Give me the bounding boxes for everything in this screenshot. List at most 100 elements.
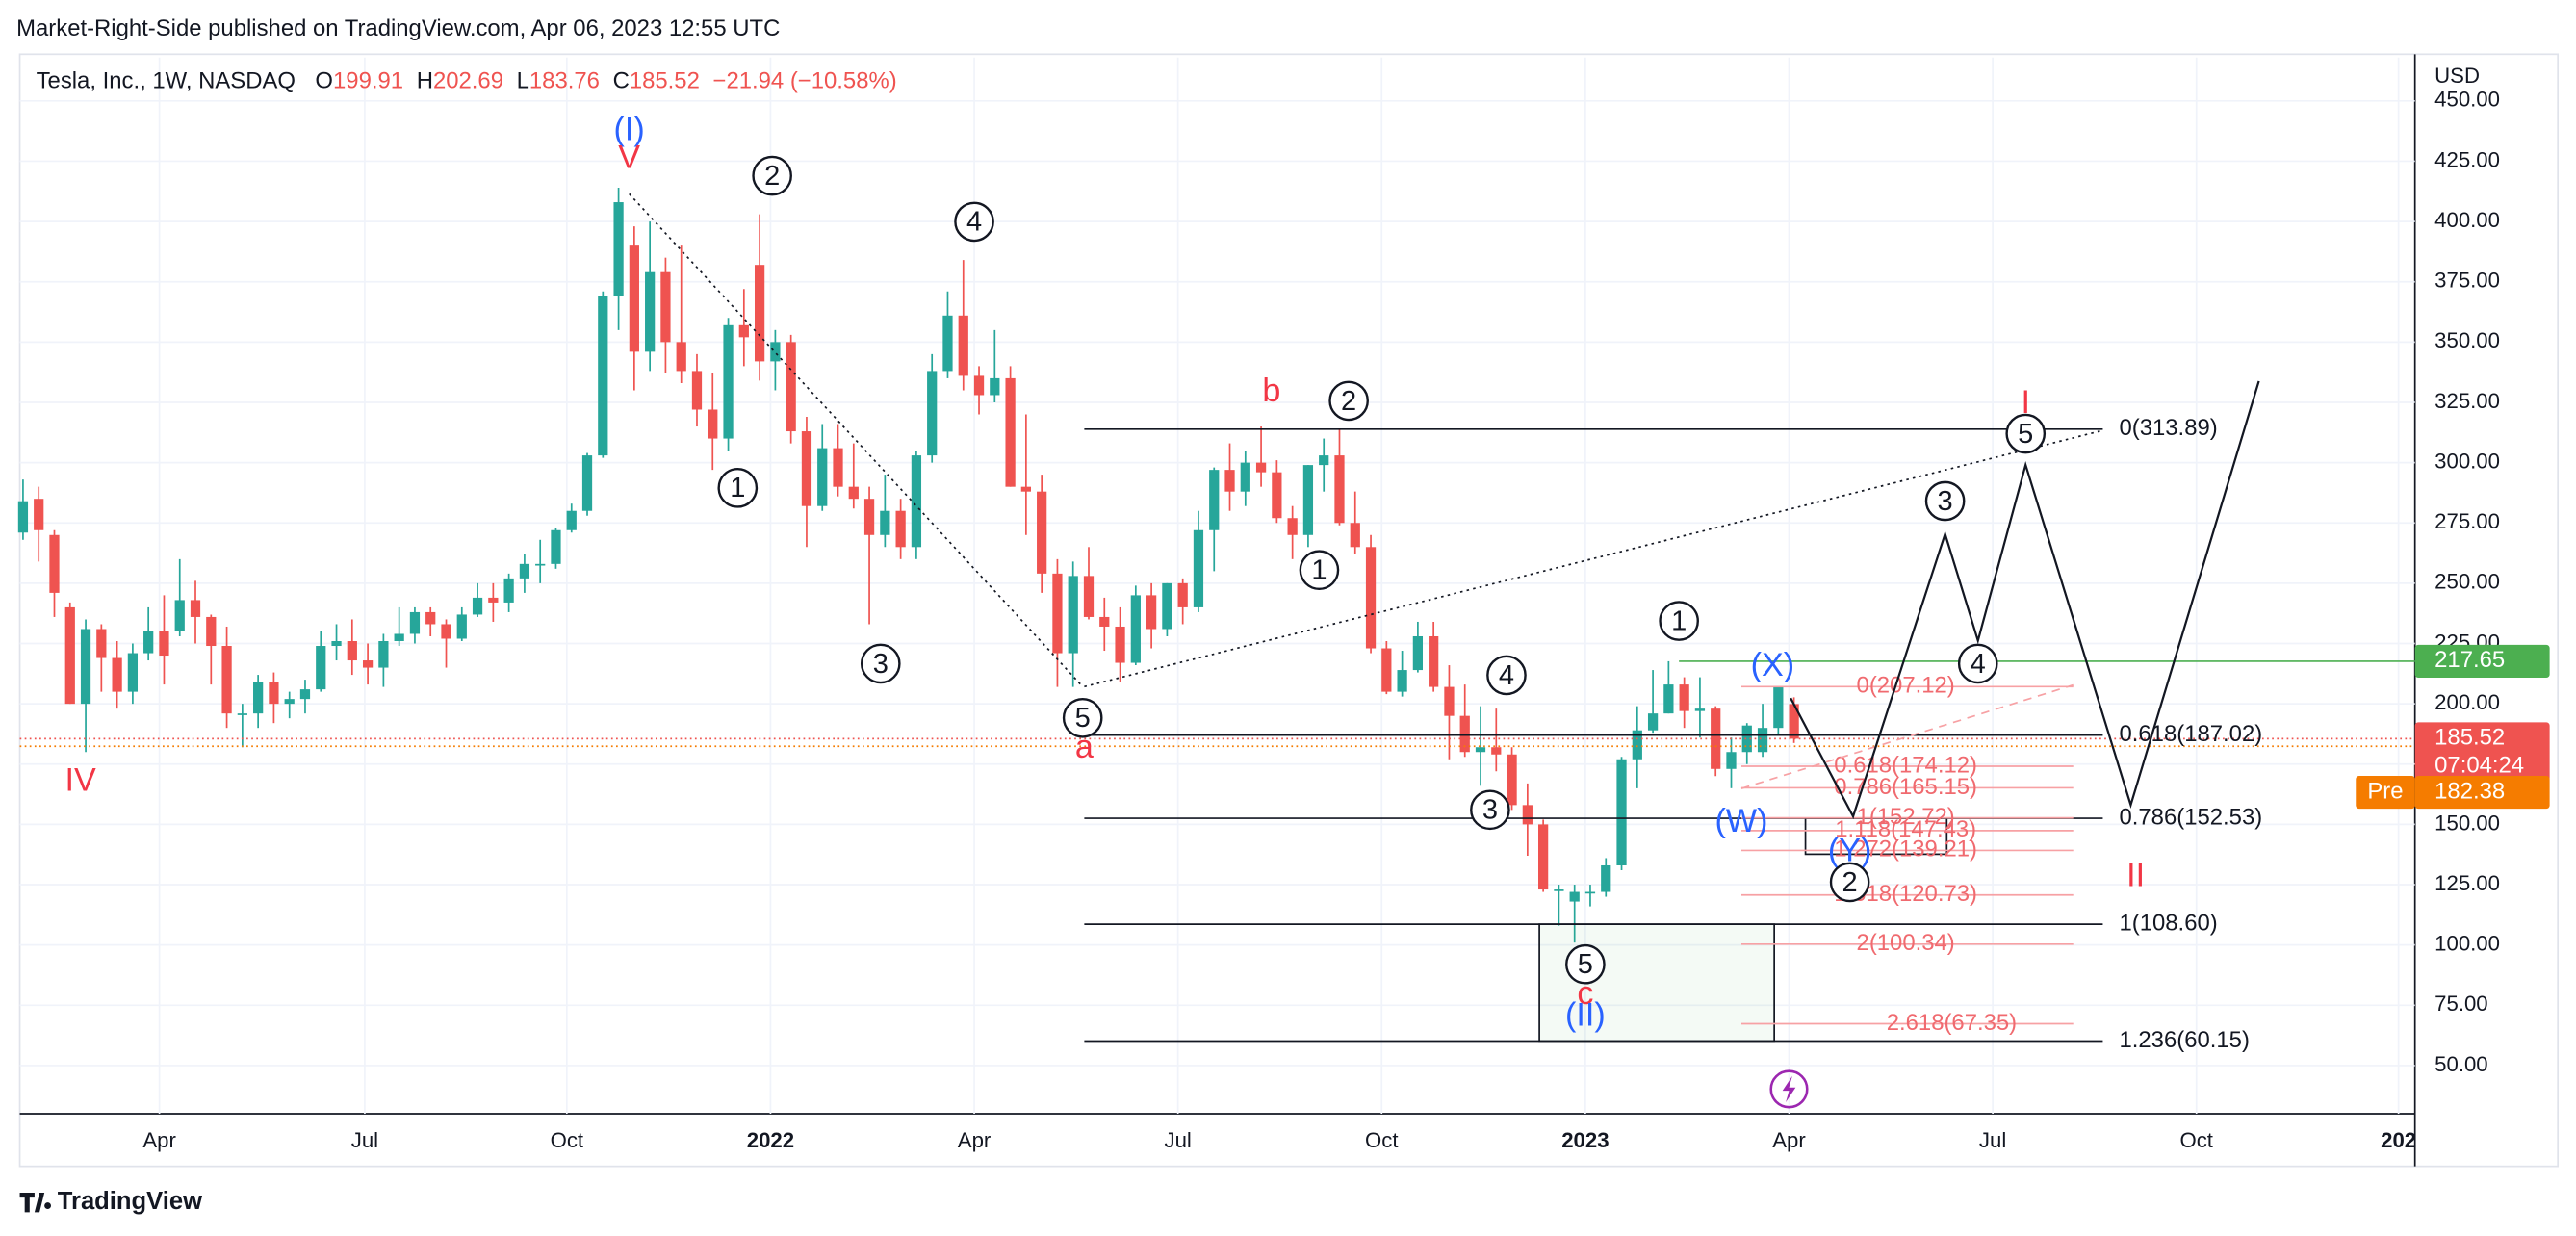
candle-body	[1255, 462, 1267, 473]
wave-circle	[1957, 643, 1998, 684]
wave-label: 4	[966, 207, 982, 238]
candle-body	[754, 265, 765, 362]
candle-body	[1350, 523, 1360, 548]
candle-body	[1757, 728, 1768, 753]
candle-body	[347, 641, 357, 661]
candle-body	[237, 713, 247, 715]
candle-body	[1726, 752, 1737, 769]
candle-body	[1005, 377, 1016, 487]
candle-body	[1037, 491, 1047, 574]
alert-icon	[1769, 1069, 1809, 1109]
candle-body	[958, 315, 968, 376]
symbol-header: Tesla, Inc., 1W, NASDAQ O199.91 H202.69 L18…	[37, 68, 897, 94]
candle-body	[1193, 529, 1204, 607]
premarket-tag-label-bg	[2356, 775, 2415, 810]
brand: TradingView	[58, 1188, 202, 1215]
candle-body	[1068, 576, 1078, 654]
wave-label: 5	[1075, 703, 1091, 734]
last-price-tag	[2414, 722, 2550, 782]
fib-ext-label: 2(100.34)	[1857, 930, 1955, 956]
premarket-label: Pre	[2367, 778, 2403, 804]
wave-label: (II)	[1565, 996, 1606, 1033]
x-tick-label: Oct	[1365, 1128, 1399, 1152]
wave-label: 2	[1842, 867, 1858, 898]
fib-label: 0.618(187.02)	[2120, 721, 2263, 747]
candle-body	[723, 324, 734, 439]
wave-circle	[954, 201, 994, 243]
candle-body	[1224, 470, 1235, 492]
fib-label: 1(108.60)	[2120, 910, 2218, 936]
candle-body	[1444, 686, 1455, 716]
candle-body	[1240, 462, 1250, 492]
fib-ext-label: 0(207.12)	[1857, 673, 1955, 699]
candle-body	[598, 296, 608, 456]
candle-body	[127, 653, 139, 692]
wave-label: II	[2126, 857, 2145, 893]
candle-body	[1554, 889, 1564, 891]
candle-body	[801, 431, 812, 506]
candle-body	[942, 315, 953, 372]
candle-body	[316, 646, 326, 690]
x-tick-label: Apr	[142, 1128, 176, 1152]
fib-ext-label: 0.786(165.15)	[1834, 774, 1977, 800]
y-tick-label: 275.00	[2434, 509, 2500, 533]
wave-label: I	[2021, 384, 2029, 421]
x-tick-label: 2022	[747, 1128, 794, 1152]
wave-label: 3	[1482, 795, 1498, 826]
candle-body	[1601, 864, 1611, 892]
change: −21.94 (−10.58%)	[713, 68, 897, 94]
x-tick-label: 202	[2381, 1128, 2416, 1152]
candle-body	[409, 611, 421, 634]
wave-circle	[1486, 655, 1527, 696]
fib-ext-label: 1.118(147.43)	[1835, 816, 1976, 842]
y-tick-label: 300.00	[2434, 449, 2500, 473]
premarket-tag	[2414, 775, 2550, 810]
symbol: Tesla, Inc., 1W, NASDAQ	[37, 68, 296, 94]
candle-body	[629, 245, 639, 352]
candle-body	[817, 448, 828, 506]
candle-body	[1162, 582, 1172, 630]
wave-label: (X)	[1751, 647, 1794, 683]
wave-circle	[1829, 862, 1870, 903]
candle-body	[566, 510, 577, 530]
candle-body	[1397, 670, 1407, 692]
candle-body	[1319, 455, 1329, 466]
candle-body	[1459, 715, 1470, 753]
alert-bolt	[1782, 1075, 1796, 1103]
ohlc-value: 185.52	[630, 68, 700, 94]
fib-label: 1.236(60.15)	[2120, 1027, 2250, 1053]
candle-body	[299, 689, 311, 700]
candle-body	[1584, 891, 1596, 894]
candle-body	[1381, 648, 1392, 692]
y-tick-label: 375.00	[2434, 269, 2500, 293]
candle-body	[551, 529, 561, 564]
candle-body	[1694, 708, 1706, 711]
wave-label: IV	[65, 761, 96, 798]
candle-body	[676, 342, 686, 372]
wave-circle	[1924, 480, 1966, 522]
wave-label: 3	[873, 649, 889, 680]
wave-label: 2	[764, 161, 780, 192]
candle-body	[472, 597, 483, 615]
candle-body	[1632, 730, 1642, 760]
candle-body	[159, 631, 169, 657]
y-tick-label: 325.00	[2434, 389, 2500, 413]
candle-body	[331, 641, 342, 647]
wave-circle	[1470, 789, 1510, 831]
ohlc-key: L	[517, 68, 529, 94]
x-tick-label: Jul	[1979, 1128, 2006, 1152]
wave-label: 5	[1578, 949, 1593, 980]
candle-body	[269, 682, 279, 705]
x-tick-label: Oct	[551, 1128, 584, 1152]
candle-body	[895, 510, 906, 548]
candle-body	[990, 377, 1000, 396]
wave-label: 4	[1971, 649, 1986, 680]
wave-label: 2	[1341, 386, 1356, 417]
candle-body	[378, 641, 389, 668]
candle-body	[786, 342, 796, 432]
wave-circle	[1328, 380, 1369, 422]
candle-body	[691, 371, 703, 410]
ohlc-key: O	[315, 68, 333, 94]
wave-circle	[2005, 413, 2047, 454]
candle-body	[112, 657, 122, 692]
